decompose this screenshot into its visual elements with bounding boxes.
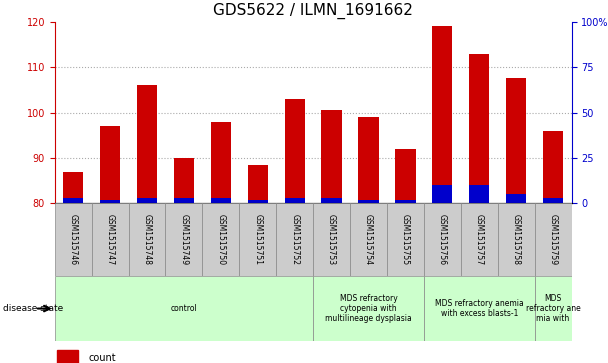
- Bar: [100, 200, 120, 203]
- Bar: [57, 350, 78, 363]
- Bar: [424, 276, 534, 341]
- Text: GSM1515752: GSM1515752: [290, 214, 299, 265]
- Bar: [128, 203, 165, 276]
- Bar: [247, 200, 268, 203]
- Bar: [202, 203, 240, 276]
- Bar: [55, 276, 313, 341]
- Bar: [534, 203, 572, 276]
- Bar: [387, 203, 424, 276]
- Bar: [285, 99, 305, 203]
- Bar: [322, 110, 342, 203]
- Text: MDS refractory anemia
with excess blasts-1: MDS refractory anemia with excess blasts…: [435, 299, 523, 318]
- Bar: [358, 117, 379, 203]
- Bar: [395, 200, 415, 203]
- Bar: [350, 203, 387, 276]
- Bar: [165, 203, 202, 276]
- Text: disease state: disease state: [3, 304, 63, 313]
- Bar: [100, 126, 120, 203]
- Bar: [211, 198, 231, 203]
- Bar: [543, 198, 563, 203]
- Bar: [322, 198, 342, 203]
- Bar: [432, 185, 452, 203]
- Title: GDS5622 / ILMN_1691662: GDS5622 / ILMN_1691662: [213, 3, 413, 19]
- Bar: [55, 203, 92, 276]
- Text: GSM1515759: GSM1515759: [548, 214, 558, 265]
- Text: GSM1515753: GSM1515753: [327, 214, 336, 265]
- Text: GSM1515748: GSM1515748: [142, 214, 151, 265]
- Text: GSM1515750: GSM1515750: [216, 214, 226, 265]
- Text: GSM1515758: GSM1515758: [512, 214, 520, 265]
- Text: control: control: [171, 304, 197, 313]
- Bar: [358, 200, 379, 203]
- Bar: [247, 165, 268, 203]
- Text: MDS refractory
cytopenia with
multilineage dysplasia: MDS refractory cytopenia with multilinea…: [325, 294, 412, 323]
- Bar: [240, 203, 276, 276]
- Text: count: count: [88, 353, 116, 363]
- Bar: [137, 85, 157, 203]
- Bar: [63, 171, 83, 203]
- Bar: [469, 185, 489, 203]
- Bar: [63, 198, 83, 203]
- Bar: [174, 158, 194, 203]
- Text: GSM1515757: GSM1515757: [475, 214, 484, 265]
- Text: GSM1515756: GSM1515756: [438, 214, 447, 265]
- Bar: [313, 203, 350, 276]
- Text: MDS
refractory ane
mia with: MDS refractory ane mia with: [526, 294, 581, 323]
- Bar: [469, 53, 489, 203]
- Bar: [506, 194, 527, 203]
- Bar: [313, 276, 424, 341]
- Text: GSM1515754: GSM1515754: [364, 214, 373, 265]
- Text: GSM1515749: GSM1515749: [179, 214, 188, 265]
- Bar: [506, 78, 527, 203]
- Bar: [395, 149, 415, 203]
- Bar: [461, 203, 498, 276]
- Bar: [92, 203, 128, 276]
- Bar: [498, 203, 534, 276]
- Bar: [285, 198, 305, 203]
- Bar: [211, 122, 231, 203]
- Bar: [543, 131, 563, 203]
- Bar: [424, 203, 461, 276]
- Bar: [137, 198, 157, 203]
- Bar: [534, 276, 572, 341]
- Text: GSM1515751: GSM1515751: [254, 214, 262, 265]
- Bar: [174, 198, 194, 203]
- Bar: [432, 26, 452, 203]
- Text: GSM1515747: GSM1515747: [106, 214, 114, 265]
- Bar: [276, 203, 313, 276]
- Text: GSM1515755: GSM1515755: [401, 214, 410, 265]
- Text: GSM1515746: GSM1515746: [69, 214, 78, 265]
